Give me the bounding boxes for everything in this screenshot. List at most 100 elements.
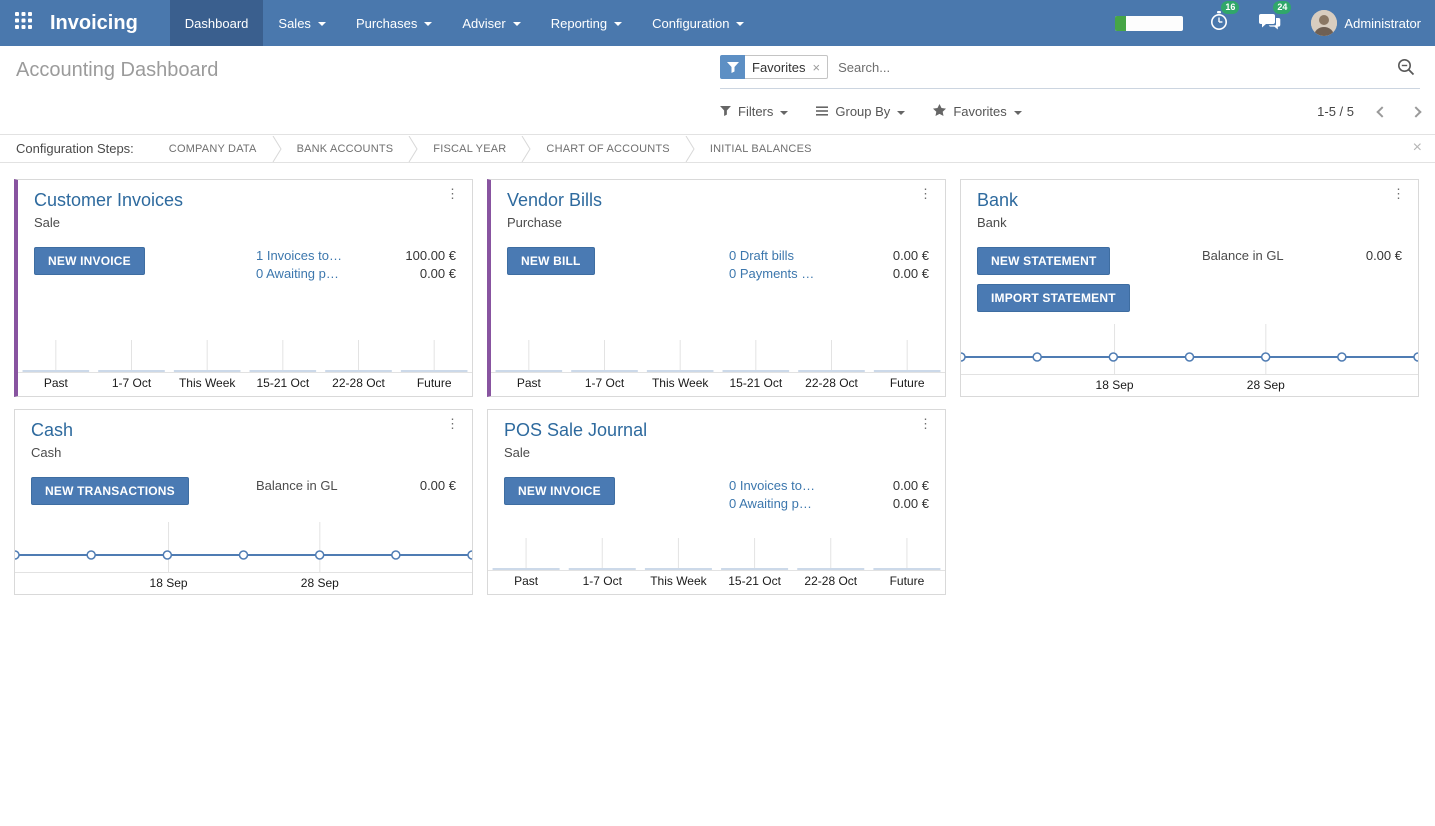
sparkline-line-chart: 18 Sep 28 Sep [961,320,1418,396]
page-title: Accounting Dashboard [16,59,219,81]
new-invoice-button[interactable]: NEW INVOICE [504,477,615,505]
chart-label: Future [416,376,452,390]
card-stats: 1 Invoices to… 100.00 € 0 Awaiting p… 0.… [256,247,456,283]
new-invoice-button[interactable]: NEW INVOICE [34,247,145,275]
kebab-menu-icon[interactable]: ⋮ [919,416,932,431]
chart-x-labels: Past 1-7 Oct This Week 15-21 Oct 22-28 Oct Fu… [491,372,945,396]
nav-item-label: Purchases [355,15,418,31]
chart-label: 22-28 Oct [805,376,858,390]
kebab-menu-icon[interactable]: ⋮ [1392,186,1405,201]
chevron-down-icon [736,22,745,26]
stat-link[interactable]: 0 Payments … [729,266,815,281]
card-title[interactable]: POS Sale Journal [504,420,648,440]
nav-item-reporting[interactable]: Reporting [536,0,637,46]
close-icon[interactable]: × [1412,139,1422,156]
dashboard-cards: ⋮ Customer Invoices Sale NEW INVOICE 1 I… [0,163,1435,611]
group-by-button[interactable]: Group By [816,104,906,119]
stat-row: 0 Draft bills 0.00 € [729,247,929,265]
nav-item-adviser[interactable]: Adviser [447,0,535,46]
kebab-menu-icon[interactable]: ⋮ [919,186,932,201]
card-subtitle: Purchase [507,215,562,230]
chart-label: Future [889,574,925,588]
stat-row: 1 Invoices to… 100.00 € [256,247,456,265]
systray: 16 24 Administrator [1115,0,1435,46]
filter-funnel-icon [720,104,731,119]
favorites-label: Favorites [953,104,1007,119]
nav-item-purchases[interactable]: Purchases [341,0,447,46]
nav-item-label: Adviser [462,15,506,31]
chart-label: Past [43,376,68,390]
chart-label: Past [514,574,539,588]
nav-item-dashboard[interactable]: Dashboard [169,0,264,46]
import-statement-button[interactable]: IMPORT STATEMENT [977,284,1130,312]
card-title[interactable]: Cash [31,420,74,440]
new-transactions-button[interactable]: NEW TRANSACTIONS [31,477,189,505]
nav-item-configuration[interactable]: Configuration [637,0,759,46]
line-chart-canvas [15,522,472,572]
search-input[interactable] [828,59,1397,75]
chart-label: This Week [178,376,236,390]
stat-link[interactable]: 0 Invoices to… [729,478,815,493]
card-title[interactable]: Bank [977,190,1019,210]
search-magnifier-icon[interactable] [1397,58,1420,77]
stat-link[interactable]: 0 Awaiting p… [729,496,812,511]
facet-remove-icon[interactable]: × [812,59,821,75]
stat-row: 0 Invoices to… 0.00 € [729,477,929,495]
configuration-steps-bar: Configuration Steps: COMPANY DATA BANK A… [0,134,1435,163]
journal-card-cash: ⋮ Cash Cash NEW TRANSACTIONS Balance in … [14,409,473,595]
app-brand[interactable]: Invoicing [50,11,138,34]
step-bank-accounts[interactable]: BANK ACCOUNTS [296,142,394,155]
chart-label: This Week [651,376,709,390]
card-title[interactable]: Customer Invoices [34,190,184,210]
step-chevron-icon [272,135,282,162]
stat-row: 0 Awaiting p… 0.00 € [256,265,456,283]
activities-button[interactable]: 16 [1209,0,1240,37]
configuration-steps-label: Configuration Steps: [16,141,134,156]
messages-badge: 24 [1273,1,1292,14]
kebab-menu-icon[interactable]: ⋮ [446,416,459,431]
sparkline-bar-chart: Past 1-7 Oct This Week 15-21 Oct 22-28 Oct Fu… [488,538,945,594]
stat-amount: 0.00 € [892,478,929,493]
stat-row: 0 Payments … 0.00 € [729,265,929,283]
filter-funnel-icon [720,55,745,79]
filters-button[interactable]: Filters [720,104,789,119]
new-statement-button[interactable]: NEW STATEMENT [977,247,1111,275]
chart-label: This Week [650,574,707,588]
chart-label: 15-21 Oct [256,376,310,390]
card-stats: 0 Draft bills 0.00 € 0 Payments … 0.00 € [729,247,929,283]
step-chart-of-accounts[interactable]: CHART OF ACCOUNTS [546,142,670,155]
stat-link[interactable]: 0 Awaiting p… [256,266,339,281]
stat-link[interactable]: 0 Draft bills [729,248,795,263]
stat-amount: 0.00 € [892,496,929,511]
stat-row: 0 Awaiting p… 0.00 € [729,495,929,513]
nav-item-sales[interactable]: Sales [263,0,341,46]
messages-button[interactable]: 24 [1259,1,1292,36]
chart-label: Future [889,376,925,390]
card-subtitle: Sale [34,215,61,230]
card-stats: Balance in GL 0.00 € [1202,247,1402,265]
search-options-row: Filters Group By Favorites 1-5 / 5 [720,89,1422,134]
pager-previous-icon[interactable] [1376,105,1388,118]
bar-chart-canvas [22,340,468,372]
chevron-down-icon [317,22,326,26]
apps-menu-button[interactable] [0,0,46,46]
sparkline-line-chart: 18 Sep 28 Sep [15,518,472,594]
new-bill-button[interactable]: NEW BILL [507,247,595,275]
chart-x-labels: 18 Sep 28 Sep [961,374,1418,396]
step-fiscal-year[interactable]: FISCAL YEAR [433,142,507,155]
planner-progress-bar[interactable] [1115,15,1184,31]
step-company-data[interactable]: COMPANY DATA [168,142,257,155]
journal-card-pos-sale-journal: ⋮ POS Sale Journal Sale NEW INVOICE 0 In… [487,409,946,595]
chart-label: 1-7 Oct [111,376,152,390]
activities-badge: 16 [1221,0,1240,14]
step-initial-balances[interactable]: INITIAL BALANCES [709,142,812,155]
pager-next-icon[interactable] [1410,105,1422,118]
chart-label: 18 Sep [149,576,188,590]
user-menu[interactable]: Administrator [1311,10,1421,36]
kebab-menu-icon[interactable]: ⋮ [446,186,459,201]
card-title[interactable]: Vendor Bills [507,190,603,210]
favorites-button[interactable]: Favorites [933,104,1022,119]
stat-link[interactable]: 1 Invoices to… [256,248,342,263]
stat-amount: 0.00 € [419,478,456,493]
chart-x-labels: 18 Sep 28 Sep [15,572,472,594]
